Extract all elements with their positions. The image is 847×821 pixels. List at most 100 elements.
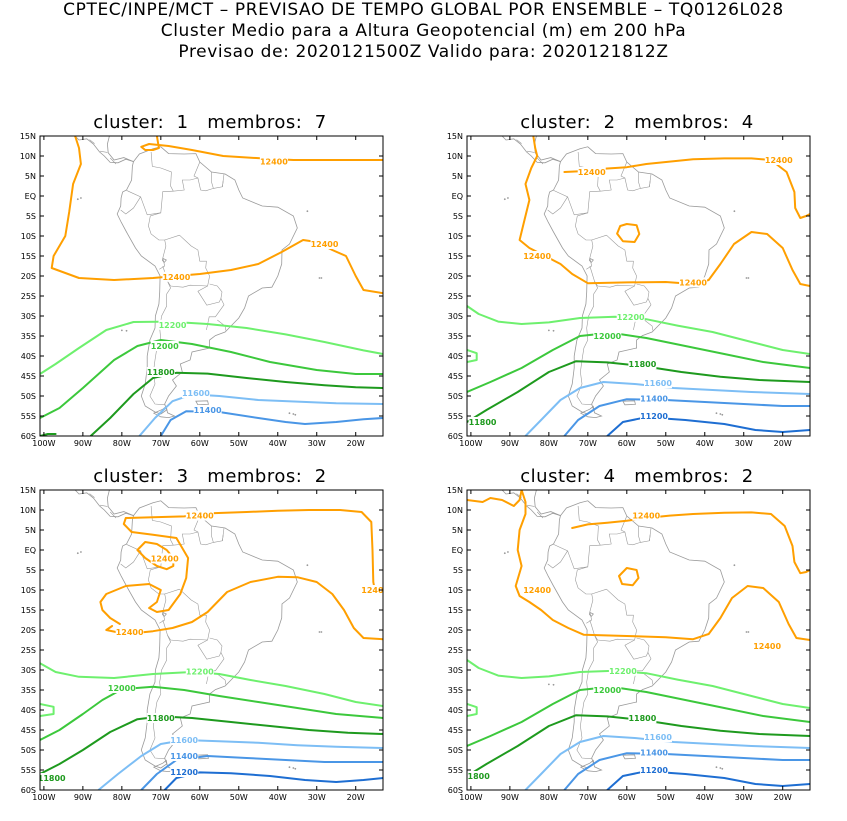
contour-label: 12400 bbox=[162, 273, 190, 282]
contour-label: 12400 bbox=[523, 586, 551, 595]
island bbox=[552, 683, 555, 686]
country-border bbox=[120, 196, 141, 215]
contour-12200 bbox=[40, 320, 383, 375]
island bbox=[292, 413, 295, 415]
contour-label-bg bbox=[593, 331, 622, 341]
map-content: 12400 12400 12400 12200 12000 11800 11600 11400… bbox=[467, 490, 810, 790]
lon-label: 20W bbox=[774, 439, 792, 448]
lat-label: 15S bbox=[21, 252, 36, 261]
contour-label-bg bbox=[577, 167, 606, 177]
contour-label: 12400 bbox=[679, 278, 707, 287]
lat-label: 15N bbox=[20, 132, 36, 141]
country-border bbox=[649, 180, 651, 187]
contour-label: 12400 bbox=[765, 156, 793, 165]
contour-label: 12400 bbox=[632, 512, 660, 521]
map-content: 12400 12400 12400 12200 12000 11800 11600 11400 bbox=[40, 136, 383, 436]
lon-label: 50W bbox=[657, 439, 675, 448]
contour-11600 bbox=[138, 393, 383, 436]
country-border bbox=[120, 550, 141, 569]
contours bbox=[40, 509, 383, 790]
falkland-islands bbox=[195, 400, 209, 406]
island bbox=[552, 329, 555, 332]
island bbox=[120, 329, 123, 332]
country-border bbox=[638, 526, 641, 543]
contour-label: 11800 bbox=[147, 714, 175, 723]
axis-labels: 15N 10N 5N EQ 5S 10S 15S 20S 25S 30S 35S 40S 45S 50S 5… bbox=[20, 486, 383, 802]
panel-title: cluster: 3 membros: 2 bbox=[93, 466, 327, 487]
lat-label: 50S bbox=[21, 392, 36, 401]
lon-label: 80W bbox=[540, 439, 558, 448]
contour-label: 12400 bbox=[116, 628, 144, 637]
contour-label-bg bbox=[193, 405, 222, 415]
contour-12200 bbox=[467, 305, 810, 355]
island bbox=[747, 631, 750, 633]
lon-label: 40W bbox=[269, 793, 287, 802]
lat-label: 5S bbox=[26, 566, 36, 575]
country-border bbox=[644, 673, 654, 685]
lon-label: 30W bbox=[308, 439, 326, 448]
contour-label: 11800 bbox=[628, 714, 656, 723]
country-border bbox=[193, 515, 225, 546]
lake bbox=[588, 611, 594, 618]
contour-label-bg bbox=[310, 239, 339, 249]
contour-label: 11600 bbox=[644, 379, 672, 388]
map-frame: 12400 12400 12400 12200 12000 11800 11600 11400… bbox=[20, 132, 384, 448]
lat-label: 5N bbox=[452, 526, 463, 535]
contour-label: 1800 bbox=[468, 772, 491, 781]
country-border bbox=[553, 544, 601, 570]
contour-labels: 12400 12400 12400 12400 12200 12000 11800 11600… bbox=[468, 155, 793, 427]
contour-11800 bbox=[467, 714, 810, 777]
contour-label: 11200 bbox=[170, 768, 198, 777]
contour-label-bg bbox=[628, 713, 657, 723]
island bbox=[507, 551, 509, 553]
lat-label: 50S bbox=[448, 746, 463, 755]
island bbox=[288, 412, 291, 415]
lat-label: 15S bbox=[448, 252, 463, 261]
lat-label: 30S bbox=[21, 666, 36, 675]
lat-label: 10S bbox=[21, 586, 36, 595]
contour-label-bg bbox=[764, 155, 793, 165]
lat-label: 25S bbox=[448, 292, 463, 301]
contour-12400 bbox=[467, 490, 523, 507]
contour-12400 bbox=[618, 567, 640, 587]
contour-label-bg bbox=[616, 311, 645, 322]
country-border bbox=[99, 504, 108, 507]
central-america-coast bbox=[74, 490, 134, 518]
contour-label-bg bbox=[181, 388, 210, 399]
lat-label: 35S bbox=[21, 686, 36, 695]
lat-label: 15S bbox=[448, 606, 463, 615]
island bbox=[715, 412, 718, 415]
contour-label-bg bbox=[523, 251, 552, 261]
lat-label: 45S bbox=[21, 726, 36, 735]
lat-label: 45S bbox=[448, 726, 463, 735]
lat-label: 20S bbox=[21, 626, 36, 635]
contour-label: 12200 bbox=[159, 321, 187, 330]
island bbox=[320, 631, 323, 633]
header-line-3: Previsao de: 2020121500Z Valido para: 20… bbox=[178, 42, 669, 62]
lat-label: 45S bbox=[21, 372, 36, 381]
tierra-del-fuego bbox=[579, 759, 603, 773]
island bbox=[76, 198, 79, 201]
lat-label: 5N bbox=[25, 526, 36, 535]
contour-label: 11600 bbox=[644, 733, 672, 742]
lon-label: 100W bbox=[32, 793, 55, 802]
country-border bbox=[620, 515, 652, 546]
country-border bbox=[649, 534, 651, 541]
lat-label: 40S bbox=[448, 706, 463, 715]
contour-11800 bbox=[467, 360, 810, 423]
lon-label: 60W bbox=[191, 439, 209, 448]
panel-cluster-4: cluster: 4 membros: 2 12400 12400 12400 122… bbox=[427, 466, 847, 821]
lon-label: 60W bbox=[618, 439, 636, 448]
country-border bbox=[620, 161, 652, 192]
lat-label: 5N bbox=[452, 172, 463, 181]
lat-label: 40S bbox=[21, 352, 36, 361]
island bbox=[294, 413, 297, 416]
lat-label: 35S bbox=[448, 686, 463, 695]
contour-12200 bbox=[40, 703, 55, 717]
contour-label: 12200 bbox=[609, 667, 637, 676]
tierra-del-fuego bbox=[152, 759, 176, 773]
contour-label-bg bbox=[107, 683, 136, 693]
falkland-islands bbox=[622, 754, 636, 760]
contour-labels: 12400 12400 12400 12200 12000 11800 11600 11400… bbox=[467, 510, 781, 781]
contour-11200 bbox=[606, 416, 810, 436]
